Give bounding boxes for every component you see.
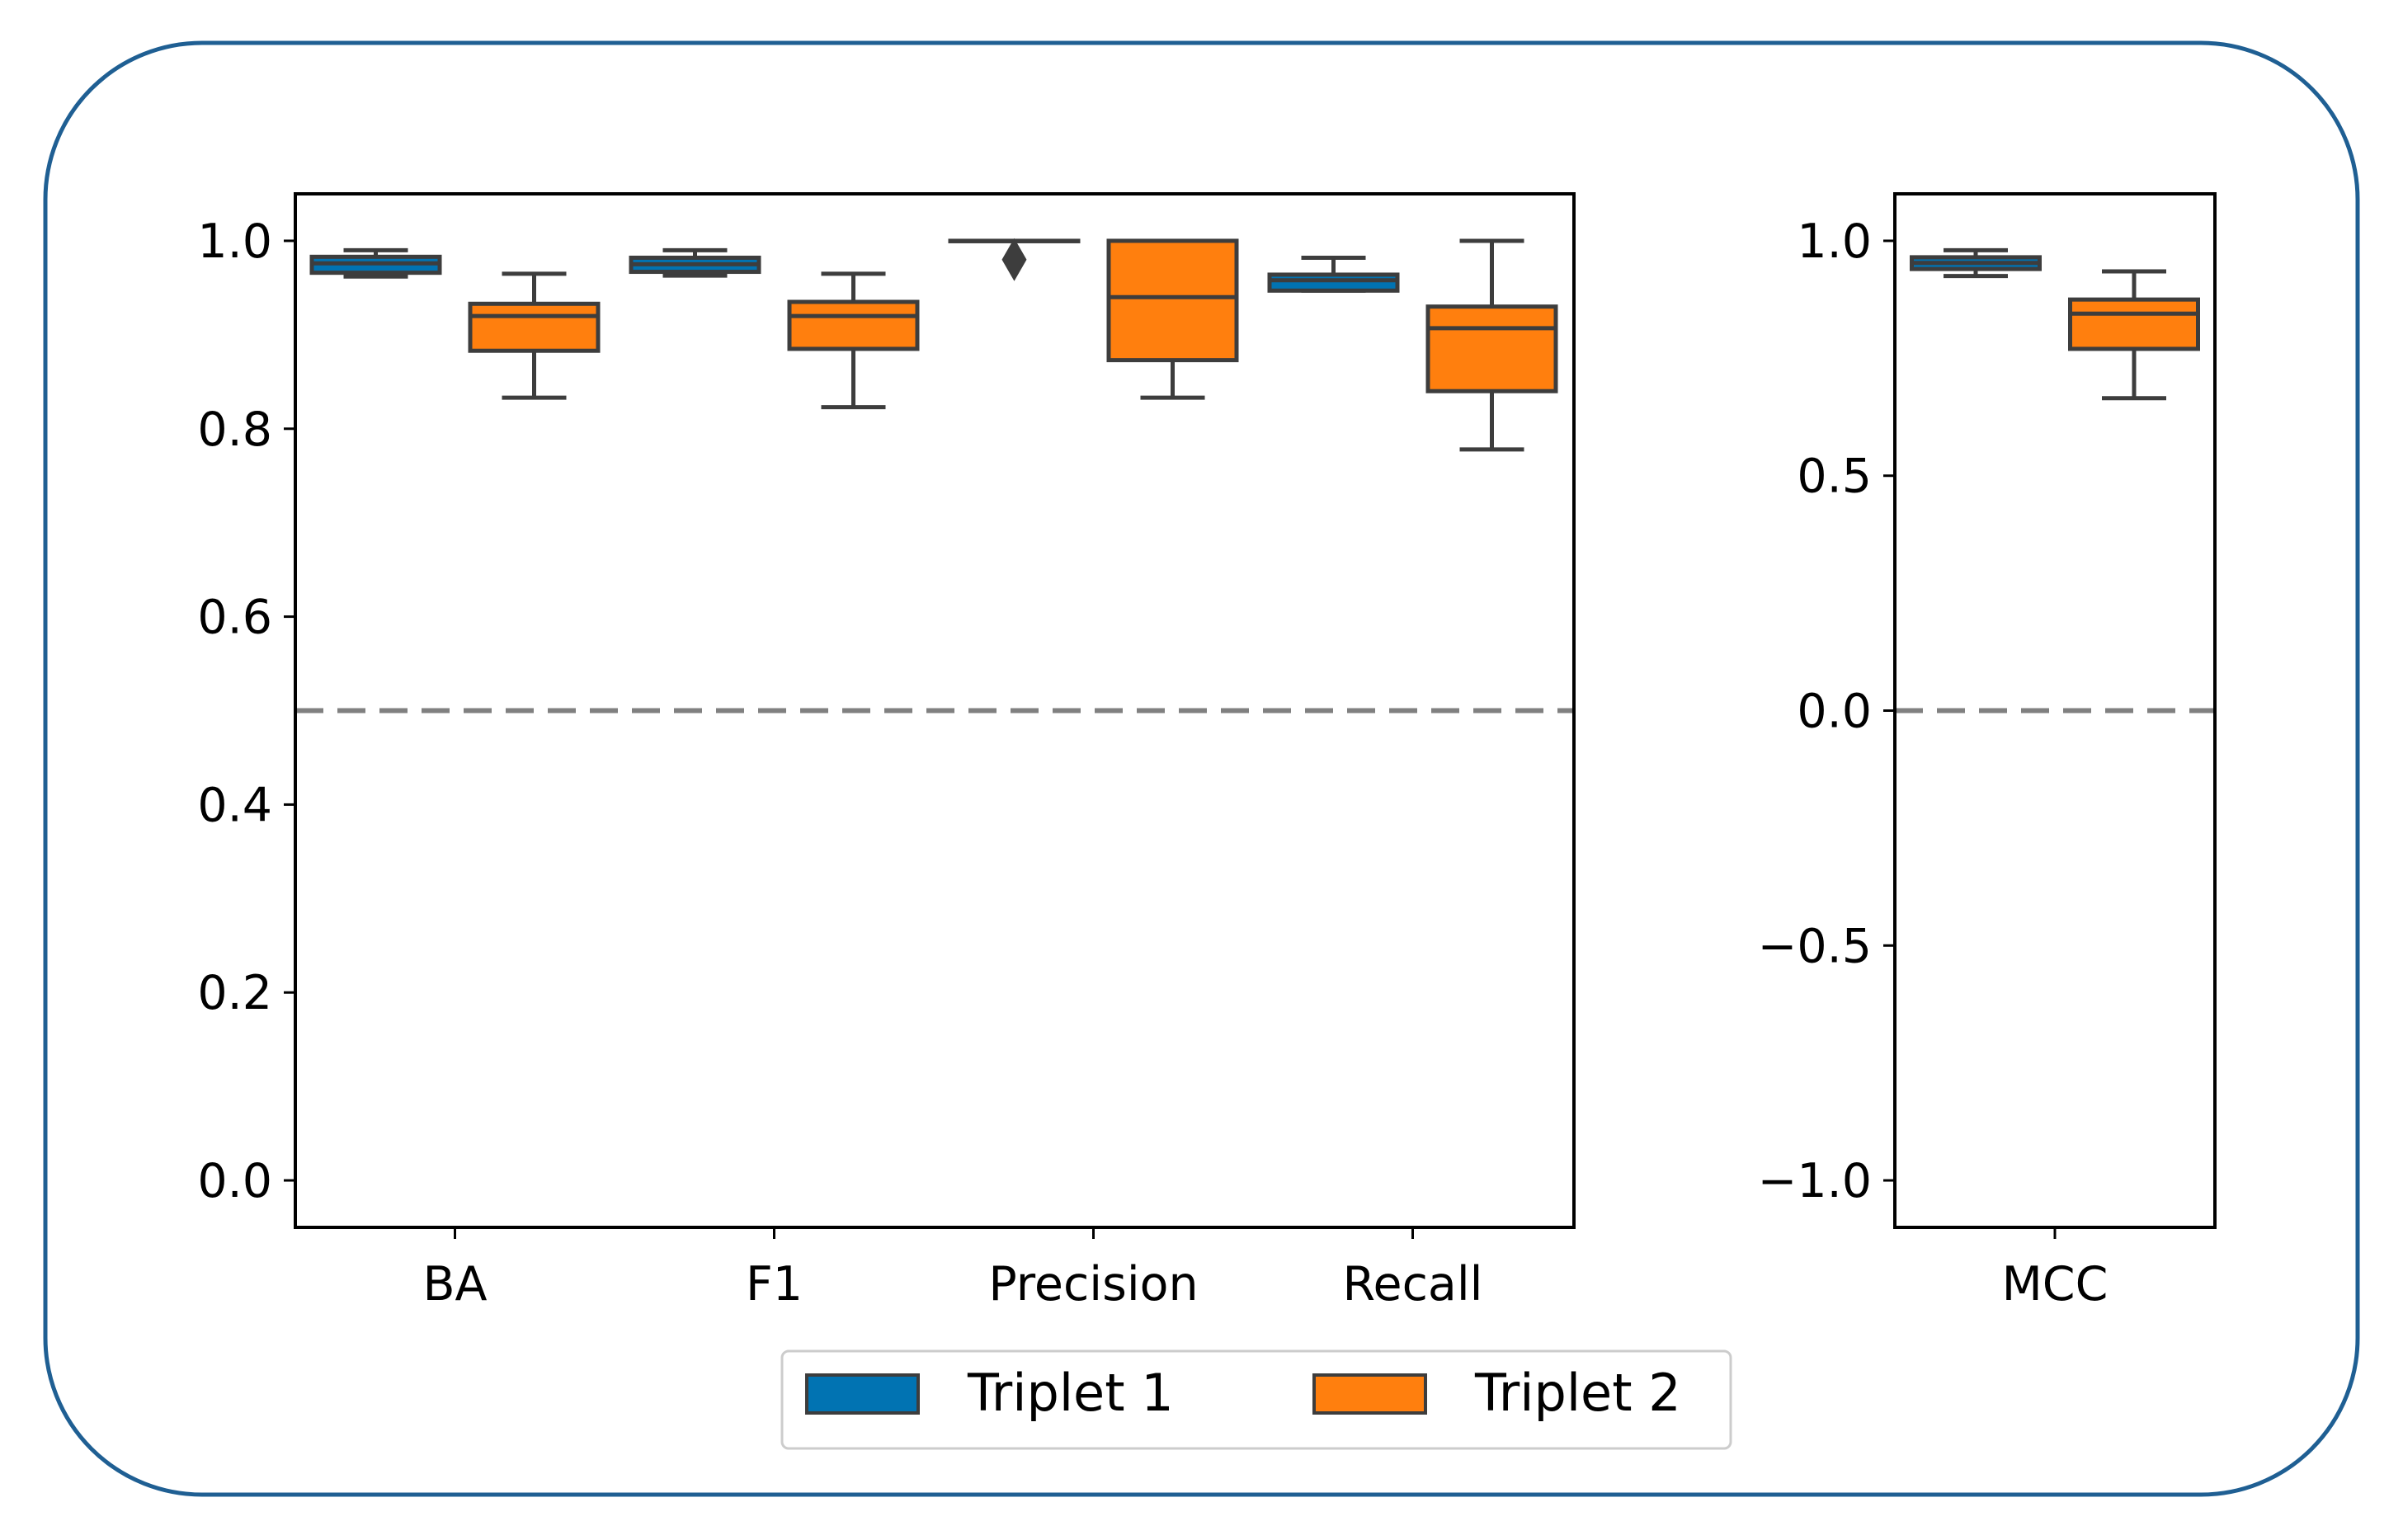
x-tick-label-f1: F1: [746, 1257, 803, 1312]
outlier-marker: [1001, 238, 1027, 281]
y-tick-label: 1.0: [1797, 214, 1872, 269]
y-tick-label: 0.0: [197, 1154, 272, 1208]
box-f1-triplet-1: [629, 247, 761, 278]
y-tick-label: 0.0: [1797, 685, 1872, 739]
y-tick-label: 0.5: [1797, 450, 1872, 504]
box-mcc-triplet-1: [1910, 247, 2042, 279]
box-recall-triplet-1: [1267, 255, 1400, 293]
box-precision-triplet-2: [1106, 238, 1239, 400]
x-tick-label-ba: BA: [422, 1257, 487, 1312]
y-tick-label: 0.6: [197, 591, 272, 645]
box-body: [1425, 304, 1558, 393]
legend-item-triplet-1: Triplet 1: [805, 1363, 1174, 1423]
main-metrics-panel: 0.0 0.2 0.4 0.6 0.8 1.0 BA F1 Precision Recall: [197, 192, 1576, 1312]
box-ba-triplet-1: [309, 247, 442, 279]
figure-frame: [43, 40, 2360, 1497]
box-body: [1267, 272, 1400, 293]
plot-area-border: [294, 192, 1576, 1229]
y-tick-label: −0.5: [1758, 919, 1872, 973]
plot-area-border: [1893, 192, 2217, 1229]
box-body: [787, 299, 920, 351]
box-mcc-triplet-2: [2068, 269, 2200, 401]
legend-swatch: [1312, 1373, 1427, 1415]
y-tick-label: 0.8: [197, 403, 272, 457]
y-tick-label: 1.0: [197, 214, 272, 269]
mcc-panel: −1.0 −0.5 0.0 0.5 1.0 MCC: [1758, 192, 2217, 1312]
x-tick-label-mcc: MCC: [2002, 1257, 2109, 1312]
legend: Triplet 1 Triplet 2: [780, 1349, 1732, 1450]
box-precision-triplet-1: [948, 238, 1081, 281]
box-ba-triplet-2: [468, 271, 601, 400]
x-tick-label-recall: Recall: [1342, 1257, 1482, 1312]
legend-label: Triplet 1: [967, 1363, 1174, 1423]
x-tick-label-precision: Precision: [988, 1257, 1198, 1312]
box-recall-triplet-2: [1425, 238, 1558, 452]
box-body: [2068, 297, 2200, 351]
box-body: [468, 301, 601, 353]
y-tick-label: −1.0: [1758, 1154, 1872, 1208]
legend-label: Triplet 2: [1474, 1363, 1681, 1423]
legend-swatch: [805, 1373, 920, 1415]
box-body: [1106, 238, 1239, 363]
box-f1-triplet-2: [787, 271, 920, 410]
legend-box: [780, 1349, 1732, 1450]
legend-item-triplet-2: Triplet 2: [1312, 1363, 1681, 1423]
y-tick-label: 0.4: [197, 778, 272, 832]
y-tick-label: 0.2: [197, 966, 272, 1020]
